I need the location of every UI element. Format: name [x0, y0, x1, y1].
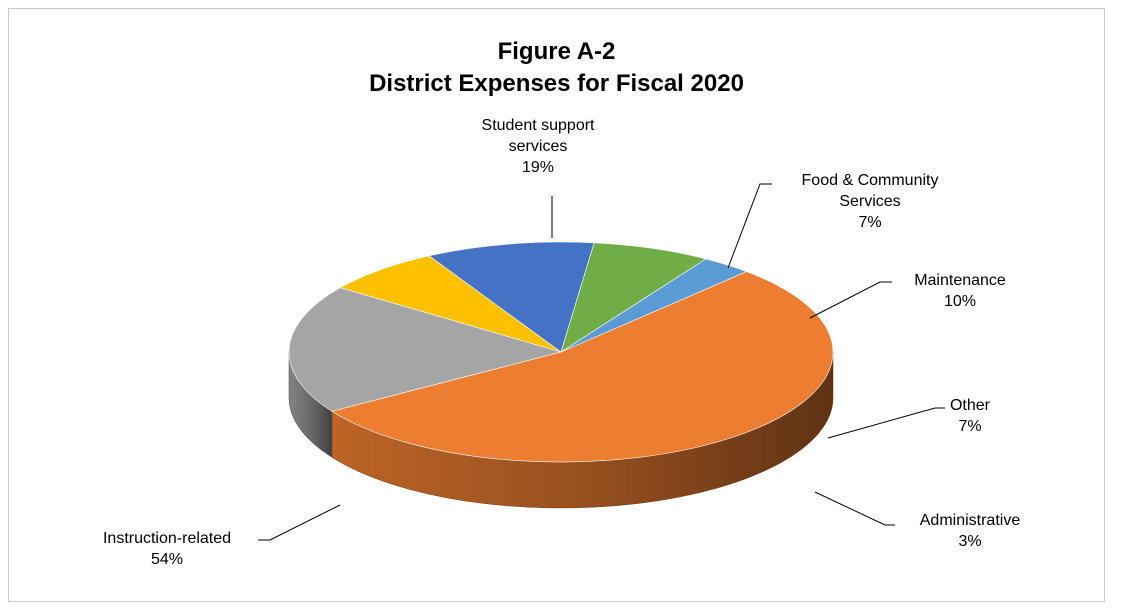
slice-value: 54% [150, 551, 184, 568]
slice-label-other: Other 7% [925, 395, 1015, 437]
pie-slice-food-community-services [339, 255, 562, 353]
slice-value: 7% [958, 418, 982, 435]
chart-title: Figure A-2 [497, 38, 616, 65]
leader-lines [258, 183, 945, 541]
pie-slice-administrative [560, 258, 748, 353]
leader-line-5 [814, 491, 895, 526]
slice-label-student-support: Student support services 19% [438, 115, 638, 178]
pie-slice-maintenance [428, 241, 595, 353]
slice-name: Student support [481, 117, 595, 134]
slice-name: Other [949, 397, 990, 414]
slice-value: 3% [958, 533, 982, 550]
leader-line-2 [727, 183, 772, 269]
leader-line-4 [827, 407, 945, 439]
slice-name: Maintenance [914, 272, 1006, 289]
slice-label-administrative: Administrative 3% [880, 510, 1060, 552]
pie-slice-student-support-services [288, 287, 563, 412]
chart-subtitle: District Expenses for Fiscal 2020 [369, 70, 744, 97]
slice-name: Services [839, 193, 901, 210]
slice-name: Instruction-related [102, 530, 232, 547]
pie-slices [288, 241, 834, 463]
slice-name: Administrative [919, 512, 1021, 529]
pie-slice-instruction-related [331, 271, 834, 463]
slice-name: Food & Community [801, 172, 939, 189]
slice-value: 10% [943, 293, 977, 310]
slice-value: 7% [858, 214, 882, 231]
slice-value: 19% [521, 159, 555, 176]
leader-line-3 [809, 281, 892, 319]
slice-label-maintenance: Maintenance 10% [890, 270, 1030, 312]
pie-slice-other [560, 242, 707, 353]
leader-line-0 [258, 504, 341, 541]
slice-label-food: Food & Community Services 7% [770, 170, 970, 233]
slice-name: services [508, 138, 568, 155]
slice-label-instruction: Instruction-related 54% [62, 528, 272, 570]
